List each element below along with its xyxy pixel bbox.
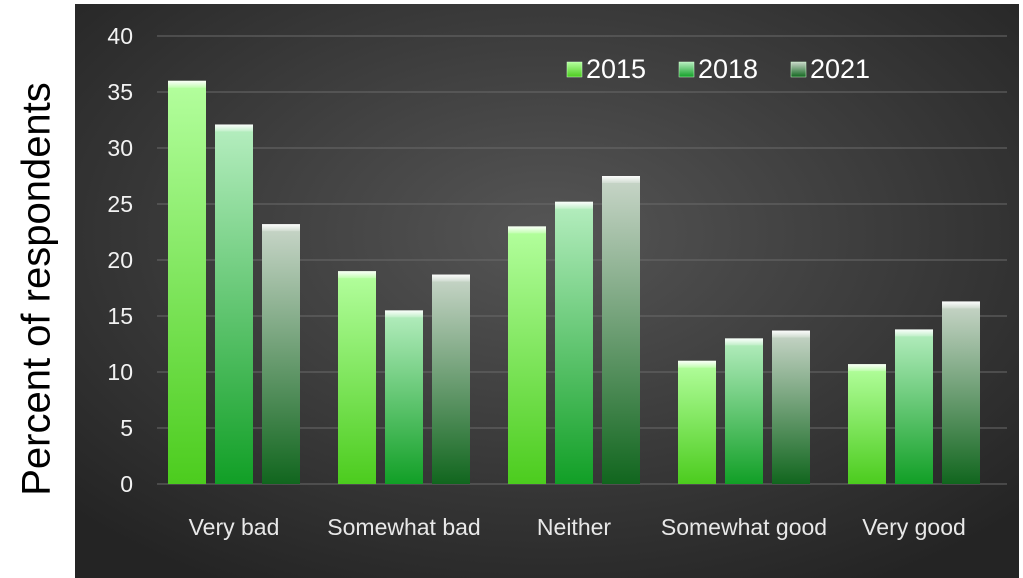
bar-2021-2 (432, 274, 470, 484)
bar-2018-1 (215, 124, 253, 484)
bar-highlight (848, 364, 886, 372)
legend-label-2018: 2018 (698, 54, 758, 84)
x-tick-label: Very good (862, 514, 966, 540)
bar-2018-4 (725, 338, 763, 484)
x-tick-label: Somewhat good (661, 514, 827, 540)
y-tick-label: 35 (107, 79, 133, 105)
legend-swatch-2018 (678, 61, 695, 78)
bar-highlight (725, 338, 763, 346)
bar-2018-5 (895, 329, 933, 484)
bar-highlight (432, 274, 470, 282)
legend-swatch-2021 (790, 61, 807, 78)
bar-2021-5 (942, 301, 980, 484)
y-tick-label: 20 (107, 247, 133, 273)
bar-2015-1 (168, 80, 206, 485)
x-tick-label: Neither (537, 514, 611, 540)
bar-highlight (338, 271, 376, 279)
x-tick-label: Somewhat bad (327, 514, 480, 540)
bar-2021-4 (772, 330, 810, 484)
bar-highlight (772, 330, 810, 338)
y-axis-title: Percent of respondents (14, 82, 59, 496)
x-axis-labels: Very bad Somewhat bad Neither Somewhat good… (189, 514, 966, 540)
bar-highlight (602, 176, 640, 183)
y-tick-label: 15 (107, 303, 133, 329)
y-tick-label: 5 (120, 415, 133, 441)
y-tick-label: 30 (107, 135, 133, 161)
bar-2018-2 (385, 310, 423, 484)
y-tick-label: 0 (120, 471, 133, 497)
bar-2015-5 (848, 364, 886, 484)
bar-2015-2 (338, 271, 376, 484)
legend: 2015 2018 2021 (566, 54, 870, 84)
bar-highlight (508, 226, 546, 234)
bar-2018-3 (555, 201, 593, 484)
bar-highlight (385, 310, 423, 318)
bar-highlight (555, 201, 593, 209)
bar-highlight (215, 124, 253, 132)
y-tick-label: 25 (107, 191, 133, 217)
chart-panel: 0 5 10 15 20 25 30 35 40 Very bad Somewhat bad Nei… (75, 4, 1019, 578)
bar-chart: 0 5 10 15 20 25 30 35 40 Very bad Somewhat bad Nei… (75, 4, 1019, 578)
bar-2021-3 (602, 176, 640, 484)
x-tick-label: Very bad (189, 514, 280, 540)
legend-swatch-2015 (566, 61, 583, 78)
bar-highlight (895, 329, 933, 337)
bars (168, 80, 980, 485)
y-axis-title-area: Percent of respondents (0, 0, 75, 578)
legend-label-2021: 2021 (810, 54, 870, 84)
bar-highlight (942, 301, 980, 309)
legend-label-2015: 2015 (586, 54, 646, 84)
bar-highlight (678, 360, 716, 368)
bar-2021-1 (262, 224, 300, 484)
bar-2015-3 (508, 226, 546, 484)
bar-highlight (262, 224, 300, 232)
y-tick-label: 40 (107, 23, 133, 49)
bar-2015-4 (678, 360, 716, 484)
y-axis-ticks: 0 5 10 15 20 25 30 35 40 (107, 23, 133, 497)
bar-highlight (168, 80, 206, 88)
y-tick-label: 10 (107, 359, 133, 385)
